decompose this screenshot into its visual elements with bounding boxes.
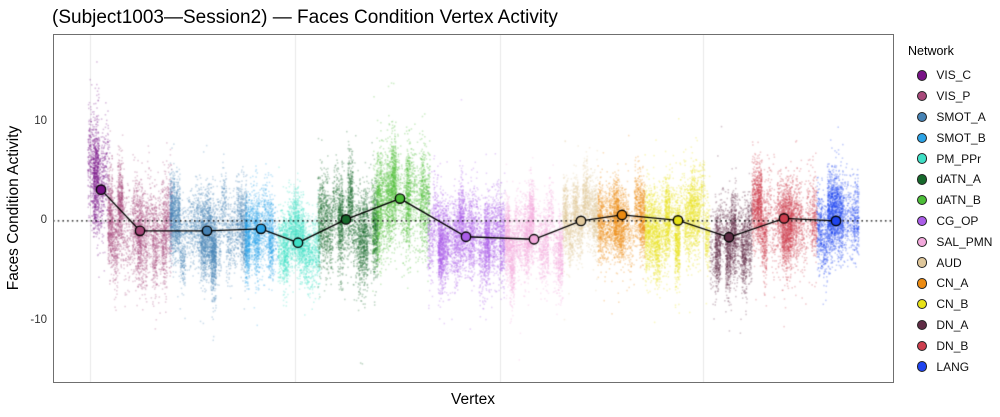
legend-swatch-icon — [917, 236, 928, 247]
y-tick-label: -10 — [30, 313, 47, 326]
legend-item: PM_PPr — [908, 148, 998, 169]
legend-swatch-icon — [917, 361, 928, 372]
chart-title: (Subject1003—Session2) — Faces Condition… — [52, 7, 558, 28]
legend-item-label: CN_B — [936, 297, 969, 312]
legend-item-label: dATN_A — [936, 172, 981, 187]
legend-swatch-icon — [917, 111, 928, 123]
legend-item-label: LANG — [936, 359, 970, 374]
legend-item: SMOT_A — [908, 107, 998, 128]
y-axis-label: Faces Condition Activity — [5, 125, 22, 291]
legend-item-label: DN_B — [936, 338, 969, 353]
legend-item: dATN_B — [908, 190, 998, 211]
legend-item: dATN_A — [908, 169, 998, 190]
legend-item-label: AUD — [936, 255, 962, 270]
legend-swatch-icon — [917, 132, 928, 143]
legend-items: VIS_C VIS_P SMOT_A SMOT_B PM_PPr dATN_A dATN_B… — [908, 65, 998, 377]
legend-swatch-icon — [917, 278, 928, 289]
y-tick-label: 10 — [34, 115, 47, 128]
legend-item: CN_B — [908, 294, 998, 315]
legend-title: Network — [908, 44, 954, 58]
legend-item: CG_OP — [908, 211, 998, 232]
legend-swatch-icon — [917, 91, 928, 102]
legend: Network VIS_C VIS_P SMOT_A SMOT_B PM_PPr dATN… — [908, 44, 998, 377]
legend-swatch-icon — [917, 194, 928, 206]
legend-swatch-icon — [917, 70, 928, 81]
legend-swatch-icon — [917, 257, 928, 268]
legend-item-label: CN_A — [936, 276, 969, 291]
legend-item: VIS_C — [908, 65, 998, 86]
legend-item: SAL_PMN — [908, 231, 998, 252]
legend-item: LANG — [908, 356, 998, 377]
legend-swatch-icon — [917, 319, 928, 331]
legend-item-label: DN_A — [936, 317, 969, 332]
legend-item-label: SMOT_B — [936, 130, 986, 145]
legend-item-label: PM_PPr — [936, 151, 982, 166]
legend-item-label: dATN_B — [936, 193, 981, 208]
legend-item-label: SAL_PMN — [936, 234, 993, 249]
legend-item-label: VIS_C — [936, 68, 972, 83]
x-axis-label: Vertex — [451, 391, 495, 408]
legend-item-label: CG_OP — [936, 213, 979, 228]
legend-item: AUD — [908, 252, 998, 273]
legend-swatch-icon — [917, 298, 928, 310]
legend-swatch-icon — [917, 215, 928, 227]
scatter-plot-canvas — [53, 34, 894, 383]
y-tick-label: 0 — [40, 214, 47, 227]
legend-item: VIS_P — [908, 86, 998, 107]
legend-item: DN_B — [908, 335, 998, 356]
legend-item-label: VIS_P — [936, 89, 971, 104]
legend-swatch-icon — [917, 340, 928, 351]
legend-swatch-icon — [917, 153, 928, 164]
legend-item: SMOT_B — [908, 127, 998, 148]
legend-item-label: SMOT_A — [936, 109, 986, 124]
legend-item: CN_A — [908, 273, 998, 294]
legend-item: DN_A — [908, 315, 998, 336]
legend-swatch-icon — [917, 174, 928, 185]
